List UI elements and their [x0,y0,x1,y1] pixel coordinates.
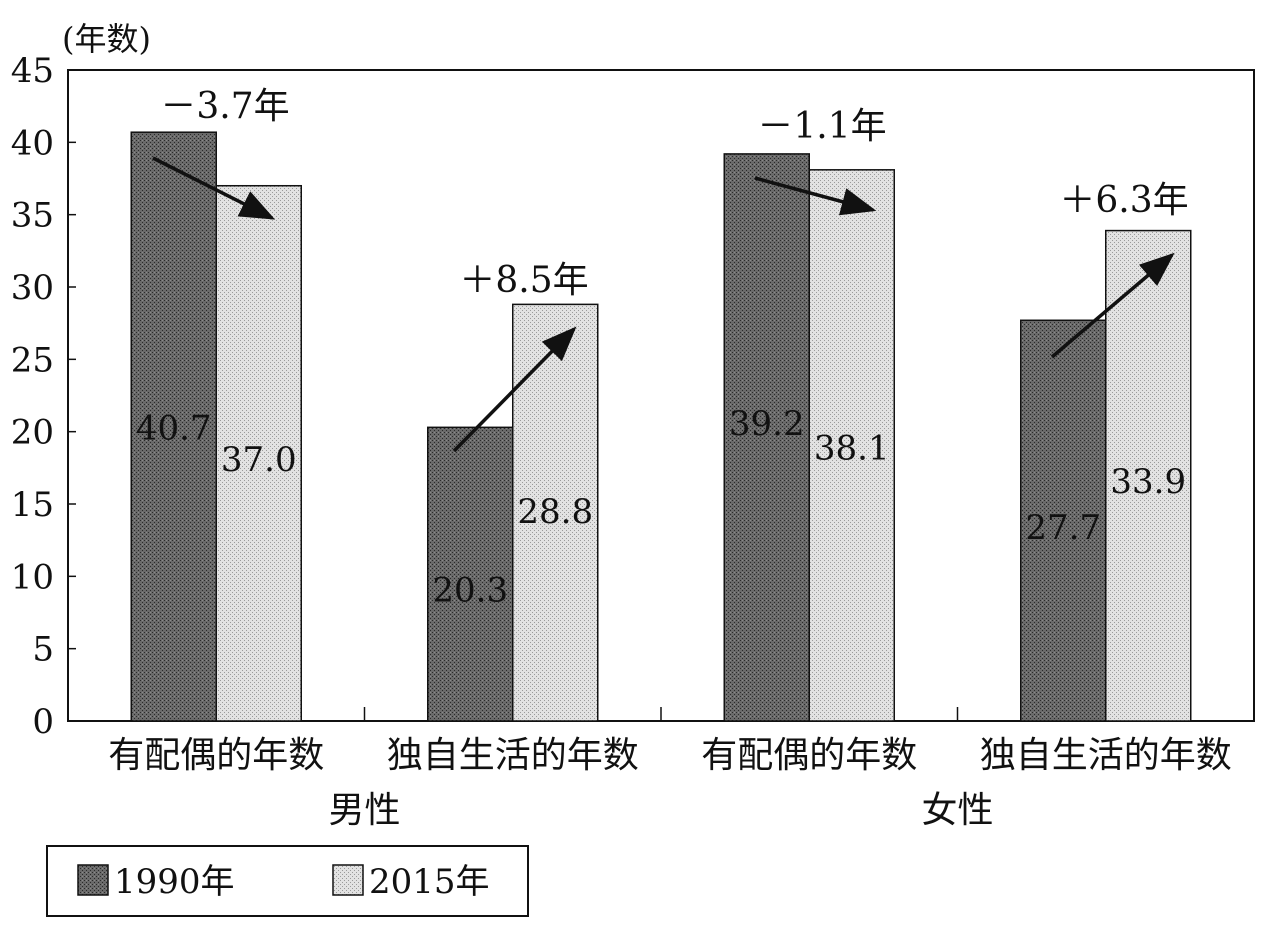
change-label-0: －3.7年 [160,86,289,127]
legend: 1990年 2015年 [46,845,529,917]
change-label-3: ＋6.3年 [1059,180,1188,221]
bar-2015年-2 [808,169,895,722]
group-label-0: 男性 [328,790,400,831]
x-axis-ticks [363,707,959,721]
bars [130,131,1192,722]
y-tick-label-5: 5 [32,630,54,670]
y-tick-label-25: 25 [11,340,54,380]
data-label-2015年-0: 37.0 [221,440,297,480]
change-label-1: ＋8.5年 [459,260,588,301]
y-axis-labels: 0 5 10 15 20 25 30 35 40 45 [11,51,76,742]
y-tick-label-10: 10 [11,557,54,597]
bar-1990年-1 [427,426,514,722]
y-tick-label-40: 40 [11,123,54,163]
change-arrow-3 [1050,252,1175,359]
y-tick-label-30: 30 [11,268,54,308]
change-arrow-2 [754,176,877,216]
y-axis-unit-label: (年数) [62,20,151,58]
data-label-2015年-2: 38.1 [814,429,890,469]
change-arrows: －3.7年 ＋8.5年 －1.1年 ＋6.3年 [152,86,1189,453]
bar-1990年-3 [1020,319,1107,722]
category-label-1: 独自生活的年数 [387,735,639,776]
category-label-0: 有配偶的年数 [108,735,324,776]
bar-1990年-0 [130,131,217,722]
data-label-1990年-3: 27.7 [1025,508,1101,548]
y-tick-label-45: 45 [11,51,54,91]
group-labels: 男性 女性 [328,790,993,831]
data-label-2015年-3: 33.9 [1110,462,1186,502]
y-tick-label-20: 20 [11,413,54,453]
bar-2015年-0 [215,184,302,722]
group-label-1: 女性 [921,790,993,831]
data-label-1990年-2: 39.2 [729,404,805,444]
data-label-2015年-1: 28.8 [517,492,593,532]
category-labels: 有配偶的年数 独自生活的年数 有配偶的年数 独自生活的年数 [108,735,1232,776]
data-label-1990年-1: 20.3 [432,570,508,610]
legend-label-2015: 2015年 [369,862,490,902]
y-tick-label-35: 35 [11,196,54,236]
change-arrow-1 [452,326,577,453]
category-label-3: 独自生活的年数 [980,735,1232,776]
change-arrow-0 [152,156,276,220]
category-label-2: 有配偶的年数 [701,735,917,776]
legend-swatch-1990 [77,864,109,896]
y-tick-label-15: 15 [11,485,54,525]
bar-2015年-3 [1105,229,1192,722]
bar-2015年-1 [512,303,599,722]
legend-frame [46,845,529,917]
y-tick-label-0: 0 [32,702,54,742]
bar-1990年-2 [723,153,810,722]
legend-label-1990: 1990年 [114,862,235,902]
data-label-1990年-0: 40.7 [136,408,212,448]
bar-labels: 40.7 20.3 39.2 27.7 37.0 28.8 38.1 33.9 [136,404,1186,610]
change-label-2: －1.1年 [757,106,886,147]
legend-swatch-2015 [332,864,364,896]
